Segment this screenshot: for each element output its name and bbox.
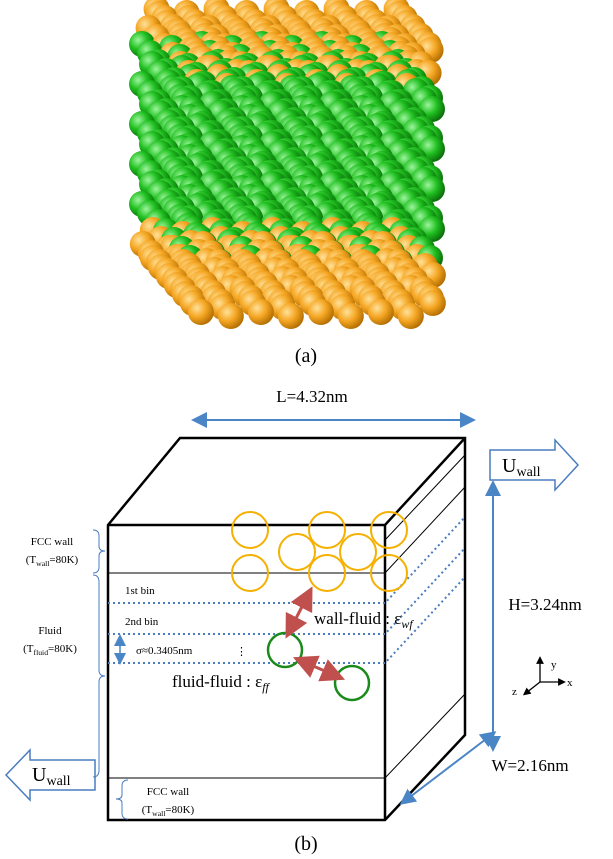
figure: (a) L=4.32nm Uwall xyxy=(0,0,613,859)
sub: wf xyxy=(401,617,414,631)
atom xyxy=(398,303,424,329)
width-label: W=2.16nm xyxy=(491,756,568,775)
axis-y: y xyxy=(551,659,557,671)
atom xyxy=(338,303,364,329)
t-sub: wall xyxy=(36,559,49,568)
fluid-temp: (Tfluid=80K) xyxy=(23,643,77,657)
sigma-label: σ≈0.3405nm xyxy=(136,645,193,657)
length-label: L=4.32nm xyxy=(276,387,347,406)
height-label: H=3.24nm xyxy=(508,595,581,614)
fluid-label: Fluid xyxy=(38,625,62,637)
t-post: =80K) xyxy=(48,643,77,655)
atom xyxy=(368,299,394,325)
panel-label: (a) xyxy=(295,345,317,367)
fcc-wall-bottom-temp: (Twall=80K) xyxy=(142,804,195,818)
atom-render xyxy=(129,0,446,329)
t-sub: fluid xyxy=(34,648,49,657)
main: fluid-fluid : ε xyxy=(172,672,262,691)
dimension-arrows xyxy=(120,420,493,800)
wall-fluid-label: wall-fluid : εwf xyxy=(314,609,414,631)
fluid-fluid-label: fluid-fluid : εff xyxy=(172,672,271,694)
fcc-wall-top: FCC wall xyxy=(31,536,73,548)
dots: ⋮ xyxy=(236,646,247,658)
bin2-label: 2nd bin xyxy=(125,616,159,628)
main: wall-fluid : ε xyxy=(314,609,401,628)
bin1-label: 1st bin xyxy=(125,585,155,597)
u-sub: wall xyxy=(516,465,540,480)
atom xyxy=(278,303,304,329)
t-sub: wall xyxy=(152,809,165,818)
fcc-wall-bottom: FCC wall xyxy=(147,786,189,798)
atom xyxy=(218,303,244,329)
atom xyxy=(308,299,334,325)
u-sub: wall xyxy=(46,774,70,789)
t-post: =80K) xyxy=(165,804,194,816)
atom xyxy=(248,299,274,325)
fcc-wall-top-temp: (Twall=80K) xyxy=(26,554,79,568)
axis-x: x xyxy=(567,677,573,689)
panel-label: (b) xyxy=(294,833,317,855)
t: (T xyxy=(26,554,37,566)
u: U xyxy=(32,764,47,786)
bin-lines xyxy=(108,517,465,663)
atom xyxy=(420,290,446,316)
t-post: =80K) xyxy=(49,554,78,566)
axis-z: z xyxy=(512,686,517,698)
sub: ff xyxy=(262,680,270,694)
t: (T xyxy=(23,643,34,655)
t: (T xyxy=(142,804,153,816)
fluid-atoms xyxy=(268,633,369,700)
u: U xyxy=(502,455,517,477)
atom xyxy=(188,299,214,325)
coordinate-axes xyxy=(526,660,562,693)
